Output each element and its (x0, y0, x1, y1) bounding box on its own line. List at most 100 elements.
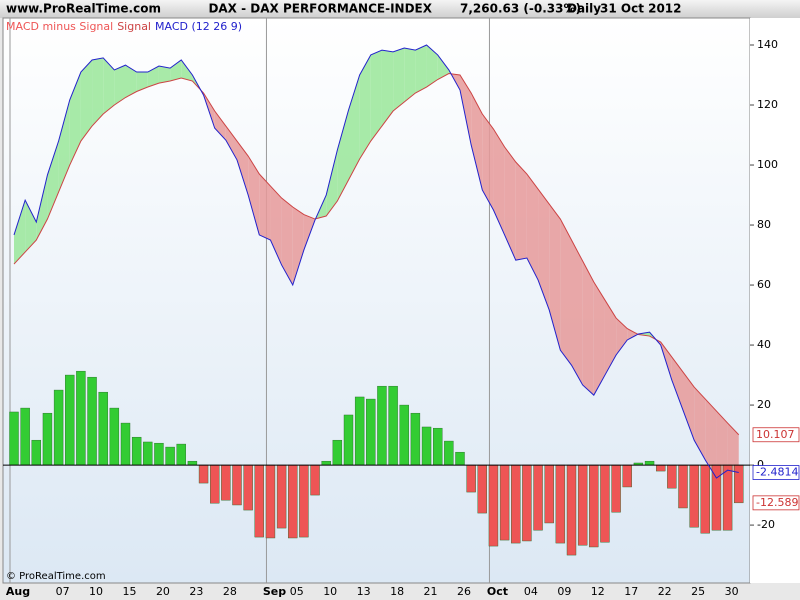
fill-area (225, 126, 237, 160)
y-tick-label: 60 (757, 278, 771, 291)
fill-area (47, 141, 59, 220)
last-value-box (752, 465, 800, 480)
histogram-bar (321, 460, 331, 466)
histogram-bar (700, 464, 710, 534)
histogram-bar (667, 464, 677, 489)
x-tick-label: 22 (658, 585, 672, 598)
histogram-bar (410, 412, 421, 466)
histogram-bar (388, 385, 398, 466)
x-tick-label: 05 (290, 585, 304, 598)
fill-area (147, 66, 159, 88)
histogram-bar (120, 422, 131, 466)
x-tick-label: 07 (56, 585, 70, 598)
fill-area (404, 48, 416, 103)
histogram-bar (143, 441, 153, 466)
date: 31 Oct 2012 (600, 2, 682, 16)
fill-area (705, 399, 717, 478)
histogram-bar (243, 464, 253, 511)
fill-area (114, 65, 126, 106)
last-value-box (752, 495, 800, 511)
fill-area (616, 318, 628, 355)
histogram-bar (566, 464, 577, 556)
fill-area (181, 60, 193, 82)
y-tick-label: 0 (757, 458, 764, 471)
fill-area (426, 45, 438, 88)
fill-area (471, 93, 483, 190)
fill-area (393, 48, 405, 112)
histogram-bar (332, 439, 343, 466)
y-tick-label: 140 (757, 38, 778, 51)
histogram-bar (555, 464, 566, 544)
fill-area (538, 189, 550, 310)
fill-area (381, 50, 394, 127)
y-tick-label: -20 (757, 518, 775, 531)
histogram-bar (31, 439, 41, 466)
fill-area (214, 111, 226, 141)
line-series (13, 44, 739, 479)
fill-area (25, 200, 37, 253)
x-tick-label: 04 (524, 585, 538, 598)
x-tick-label: 28 (223, 585, 237, 598)
histogram-bar (209, 464, 220, 504)
fill-area (415, 45, 427, 94)
last-value-label: 10.107 (756, 428, 795, 441)
histogram-bar (488, 464, 499, 547)
fill-area (493, 129, 505, 235)
histogram-bar (198, 464, 209, 484)
histogram-bar (232, 464, 242, 506)
histogram-bar (366, 398, 376, 466)
y-tick-label: 120 (757, 98, 778, 111)
fill-area (259, 174, 271, 241)
fill-area (125, 65, 137, 98)
histogram-bar (421, 426, 432, 466)
legend-entry: MACD (12 26 9) (155, 20, 242, 33)
histogram-bar (9, 411, 19, 466)
x-tick-label: Oct (487, 585, 508, 598)
y-axis-strip (750, 18, 800, 583)
fill-area (727, 423, 739, 473)
last-value-label: -2.4814 (756, 466, 798, 479)
histogram-bar (499, 464, 510, 541)
fill-area (248, 156, 260, 235)
x-tick-label: 20 (156, 585, 170, 598)
histogram-bar (354, 396, 365, 466)
chart-title: DAX - DAX PERFORMANCE-INDEX (208, 2, 432, 16)
fill-area (504, 147, 516, 261)
fill-area (437, 54, 449, 80)
histogram-bar (656, 464, 666, 472)
line-series (13, 72, 740, 436)
fill-area (80, 60, 93, 142)
fill-area (237, 141, 249, 196)
histogram-bar (276, 464, 287, 529)
fill-area (638, 332, 650, 337)
x-tick-label: 18 (390, 585, 404, 598)
histogram-bar (433, 427, 443, 466)
histogram-bar (522, 464, 532, 542)
fill-area (359, 54, 371, 160)
fill-area (69, 72, 81, 166)
histogram-bar (176, 443, 186, 466)
period: Daily (567, 2, 601, 16)
fill-area (560, 219, 572, 366)
histogram-bar (131, 436, 142, 466)
histogram-bar (511, 464, 521, 544)
histogram-bar (689, 464, 699, 528)
histogram-bar (577, 464, 588, 546)
x-tick-label: 12 (591, 585, 605, 598)
y-tick-label: 20 (757, 398, 771, 411)
x-tick-label: 10 (89, 585, 103, 598)
x-tick-label: 23 (189, 585, 203, 598)
fill-area (683, 372, 695, 441)
histogram-bar (343, 414, 354, 466)
fill-area (604, 300, 617, 376)
y-tick-label: 40 (757, 338, 771, 351)
footer: © ProRealTime.com (6, 571, 106, 582)
histogram-bar (466, 464, 476, 493)
histogram-bar (98, 391, 108, 466)
histogram-bar (711, 464, 722, 531)
histogram-bar (377, 385, 387, 466)
histogram-bar (254, 464, 265, 538)
x-tick-label: 10 (323, 585, 337, 598)
x-tick-label: 09 (557, 585, 571, 598)
x-tick-label: 21 (424, 585, 438, 598)
